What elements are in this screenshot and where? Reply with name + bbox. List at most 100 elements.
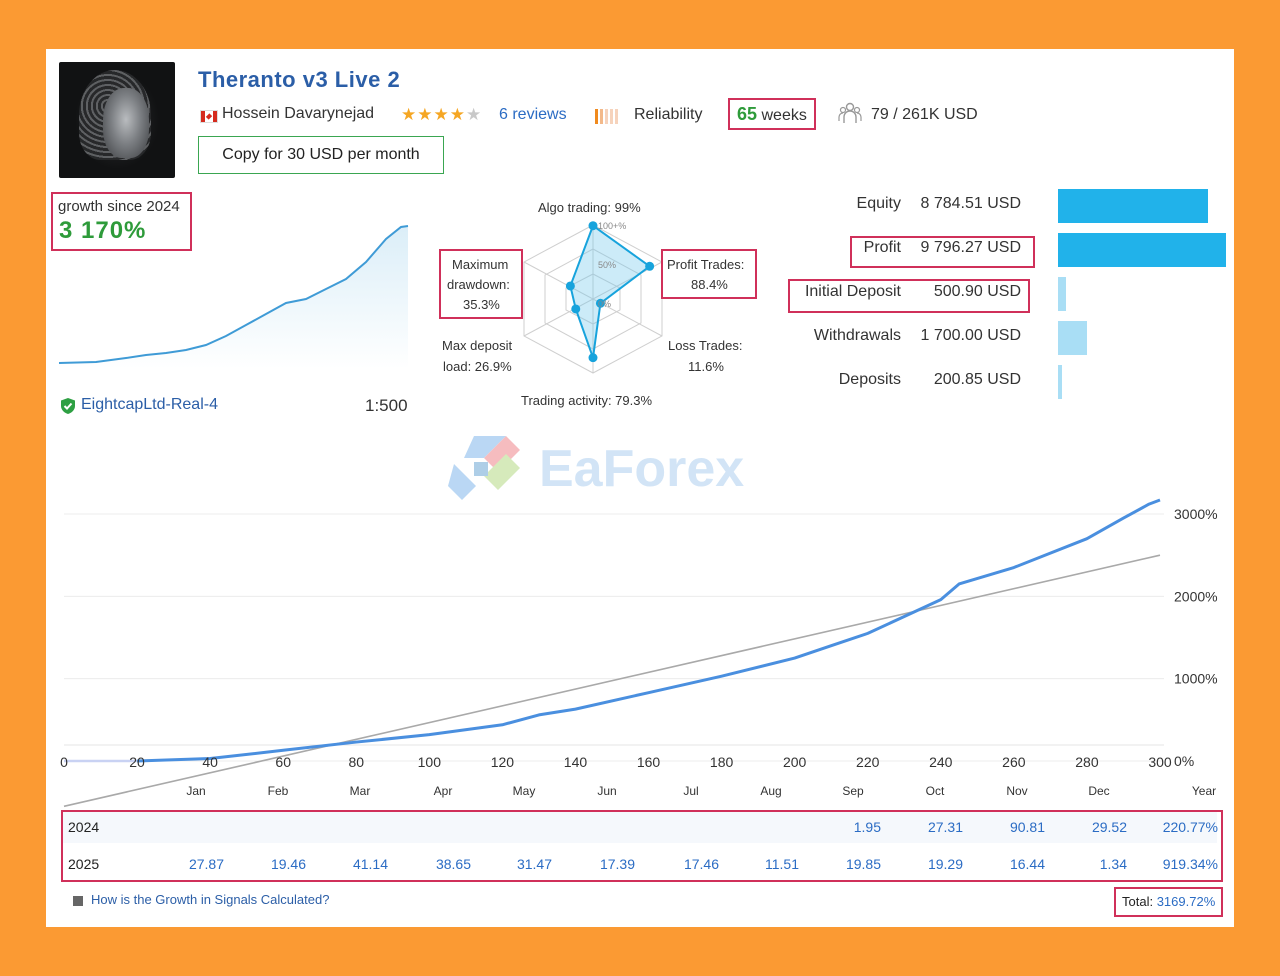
x-tick-label: 180 (710, 754, 734, 770)
month-label: Jan (186, 784, 206, 798)
balance-label: Initial Deposit (804, 283, 901, 300)
balance-bar (1058, 321, 1087, 355)
profit-trades-value: 88.4% (691, 277, 728, 292)
yearly-cell[interactable]: 90.81 (1009, 819, 1045, 835)
year-label: 2024 (68, 819, 100, 835)
month-label: Oct (925, 784, 945, 798)
total-value: 3169.72% (1156, 894, 1216, 909)
x-tick-label: 120 (491, 754, 515, 770)
yearly-table-highlight (61, 810, 1223, 882)
yearly-cell[interactable]: 1.95 (853, 819, 881, 835)
rating-stars: ★★★★★ (401, 105, 482, 125)
month-label: Aug (760, 784, 782, 798)
x-tick-label: 240 (929, 754, 953, 770)
month-label: Year (1191, 784, 1217, 798)
x-tick-label: 40 (202, 754, 218, 770)
yearly-cell[interactable]: 31.47 (516, 856, 552, 872)
balance-bar (1058, 189, 1208, 223)
balance-label: Profit (863, 239, 901, 256)
balance-bar (1058, 365, 1062, 399)
max-deposit-value: load: 26.9% (443, 359, 512, 374)
balance-bar (1058, 277, 1066, 311)
total-box: Total: 3169.72% (1114, 887, 1224, 917)
x-tick-label: 260 (1002, 754, 1026, 770)
drawdown-label-1: Maximum (452, 257, 509, 272)
yearly-cell[interactable]: 38.65 (435, 856, 471, 872)
growth-highlight (51, 192, 192, 251)
balance-value: 9 796.27 USD (920, 239, 1021, 256)
star-icon: ★ (433, 105, 450, 124)
watermark-logo: EaForex (448, 436, 744, 500)
max-deposit-label: Max deposit (442, 338, 513, 353)
star-icon: ★ (449, 105, 466, 124)
yearly-cell[interactable]: 27.87 (188, 856, 224, 872)
drawdown-value: 35.3% (463, 297, 500, 312)
yearly-cell[interactable]: 11.51 (765, 856, 799, 872)
profit-trades-highlight (661, 249, 757, 299)
x-tick-label: 280 (1075, 754, 1099, 770)
month-label: May (512, 784, 536, 798)
x-tick-label: 220 (856, 754, 880, 770)
month-label: Dec (1088, 784, 1110, 798)
radar-point (645, 261, 655, 271)
x-tick-label: 60 (275, 754, 291, 770)
copy-button[interactable]: Copy for 30 USD per month (198, 136, 444, 174)
signal-title[interactable]: Theranto v3 Live 2 (198, 67, 401, 92)
reviews-link[interactable]: 6 reviews (499, 106, 567, 123)
drawdown-highlight (439, 249, 523, 319)
growth-help-link[interactable]: How is the Growth in Signals Calculated? (91, 892, 330, 907)
profit-highlight (850, 236, 1035, 268)
growth-line (137, 498, 1161, 763)
balance-value: 1 700.00 USD (920, 327, 1021, 344)
month-label: Feb (267, 784, 289, 798)
growth-label: growth since 2024 (58, 198, 180, 215)
radar-point (588, 353, 598, 363)
yearly-cell[interactable]: 19.29 (927, 856, 963, 872)
weeks-label: weeks (761, 107, 807, 124)
x-tick-label: 200 (783, 754, 807, 770)
y-tick-label: 1000% (1174, 671, 1218, 687)
yearly-cell[interactable]: 19.46 (270, 856, 306, 872)
month-label: Jun (597, 784, 617, 798)
growth-chart[interactable]: 3000% 2000% 1000% 0% 0 20 40 60 80 100 120 140 160 1… (46, 434, 1234, 854)
weeks-badge: 65 weeks (728, 98, 816, 130)
broker-server[interactable]: EightcapLtd-Real-4 (81, 396, 218, 413)
star-icon: ★ (417, 105, 434, 124)
balance-label: Equity (856, 195, 901, 212)
subscribers-count: 79 / 261K USD (871, 106, 978, 123)
x-tick-label: 20 (129, 754, 145, 770)
y-tick-label: 3000% (1174, 506, 1218, 522)
initial-deposit-highlight (788, 279, 1030, 313)
verified-shield-icon (61, 398, 75, 414)
balance-label: Deposits (838, 371, 901, 388)
yearly-cell[interactable]: 27.31 (927, 819, 963, 835)
yearly-cell[interactable]: 29.52 (1091, 819, 1127, 835)
trend-line (63, 554, 1161, 808)
radar-chart (523, 221, 663, 374)
yearly-cell[interactable]: 17.39 (599, 856, 635, 872)
radar-point (595, 298, 605, 308)
profit-trades-label: Profit Trades: (667, 257, 745, 272)
yearly-cell[interactable]: 19.85 (845, 856, 881, 872)
star-empty-icon: ★ (466, 105, 483, 124)
author-name[interactable]: Hossein Davarynejad (222, 105, 375, 122)
yearly-cell[interactable]: 16.44 (1009, 856, 1045, 872)
yearly-cell[interactable]: 41.14 (352, 856, 388, 872)
leverage: 1:500 (365, 396, 408, 415)
total-label: Total: (1122, 894, 1154, 909)
balance-value: 500.90 USD (933, 283, 1021, 300)
balance-value: 8 784.51 USD (920, 195, 1021, 212)
yearly-cell[interactable]: 17.46 (683, 856, 719, 872)
weeks-value: 65 (737, 104, 758, 124)
y-tick-label: 0% (1174, 753, 1194, 769)
x-tick-label: 80 (348, 754, 364, 770)
y-tick-label: 2000% (1174, 588, 1218, 604)
yearly-cell[interactable]: 1.34 (1099, 856, 1127, 872)
radar-scale-50: 50% (598, 260, 617, 270)
radar-point (565, 281, 575, 291)
avatar[interactable] (59, 62, 175, 178)
growth-mini-chart[interactable] (56, 219, 411, 369)
yearly-cell: 919.34% (1162, 856, 1218, 872)
radar-point (588, 221, 598, 231)
reliability-label: Reliability (634, 106, 703, 123)
